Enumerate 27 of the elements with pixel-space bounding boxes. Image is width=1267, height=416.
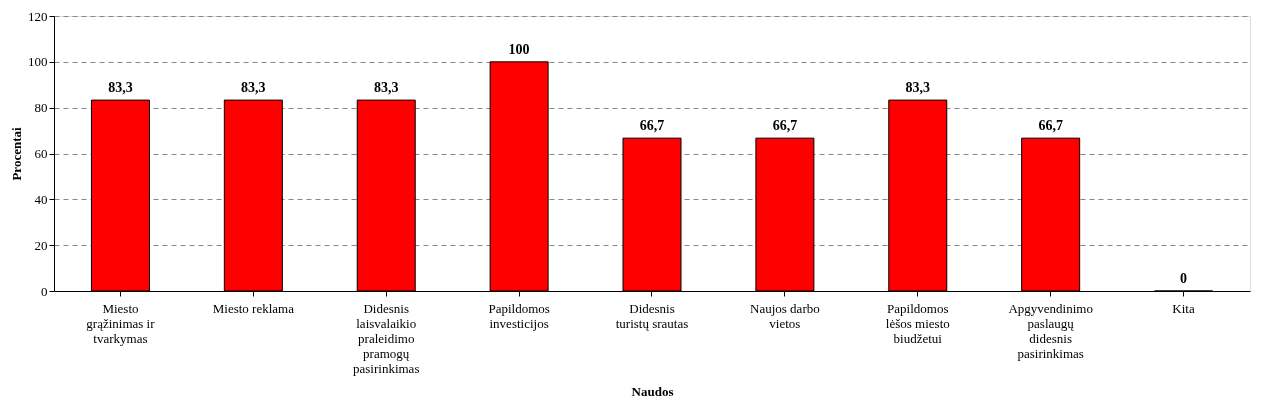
- y-tick-label: 20: [34, 237, 48, 253]
- x-tick-label: Apgyvendinimo paslaugų didesnis pasirinkimas: [1008, 300, 1093, 361]
- x-tick-label: Papildomos investicijos: [488, 300, 550, 331]
- data-label: 83,3: [108, 80, 133, 96]
- data-label: 83,3: [241, 80, 266, 96]
- y-tick-label: 40: [34, 191, 48, 207]
- data-label: 100: [508, 41, 530, 57]
- x-tick-label: Kita: [1172, 300, 1195, 316]
- data-label: 83,3: [905, 80, 931, 96]
- x-tick-label: Didesnis laisvalaikio praleidimo pramogų pasirinkimas: [353, 300, 420, 376]
- y-axis-title: Procentai: [9, 127, 24, 181]
- y-tick-label: 60: [34, 146, 48, 161]
- x-tick-label: Miesto reklama: [212, 300, 295, 316]
- data-label: 0: [1180, 271, 1188, 286]
- y-tick-label: 100: [28, 54, 48, 70]
- data-label: 66,7: [772, 118, 798, 134]
- data-label: 66,7: [639, 118, 665, 134]
- y-tick-label: 80: [34, 100, 48, 116]
- x-tick-label: Naujos darbo vietos: [750, 300, 820, 331]
- y-tick-label: 0: [41, 283, 48, 299]
- y-tick-label: 120: [28, 8, 48, 24]
- x-tick-label: Papildomos lėšos miesto biudžetui: [885, 300, 950, 346]
- x-tick-label: Didesnis turistų srautas: [615, 300, 689, 331]
- data-label: 83,3: [373, 80, 399, 96]
- x-axis-title: Naudos: [631, 383, 674, 399]
- data-label: 66,7: [1038, 118, 1063, 134]
- x-tick-label: Miesto grąžinimas ir tvarkymas: [86, 300, 156, 346]
